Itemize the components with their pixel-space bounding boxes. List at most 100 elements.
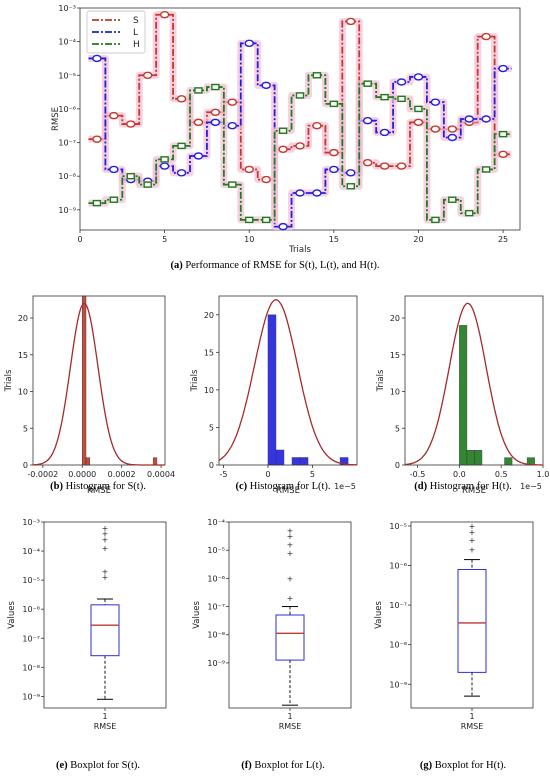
series-H-line — [88, 74, 512, 221]
caption-letter: (g) — [420, 760, 435, 771]
caption-text: Histogram for L(t). — [250, 481, 331, 492]
x-tick-label: -0.0002 — [27, 470, 58, 479]
caption-text: Histogram for H(t). — [430, 481, 512, 492]
caption-text: Performance of RMSE for S(t), L(t), and … — [185, 260, 379, 271]
caption-letter: (a) — [170, 260, 185, 271]
outlier-marker: + — [469, 546, 476, 555]
plot-frame — [32, 295, 166, 466]
histogram-H: -0.5 0.0 0.5 1.0 0 5 10 15 20 RMSE Trials 1e−5 — [376, 295, 550, 496]
iqr-box — [90, 604, 120, 657]
series-H-marker — [498, 130, 508, 138]
caption-a: (a) Performance of RMSE for S(t), L(t), … — [170, 260, 379, 271]
outlier-marker: + — [287, 574, 294, 583]
y-tick-label: 20 — [204, 311, 214, 320]
x-tick-label: 1.0 — [537, 470, 550, 479]
x-tick-label: 5 — [310, 470, 315, 479]
iqr-box — [275, 614, 305, 661]
legend-label-H: H — [133, 40, 140, 50]
y-tick-label: 15 — [390, 351, 400, 360]
y-tick-label: 10⁻⁴ — [207, 518, 225, 527]
series-S-marker — [92, 135, 102, 143]
boxplot-S: 10⁻³10⁻⁴10⁻⁵10⁻⁶10⁻⁷10⁻⁸10⁻⁹++++++1RMSEV… — [7, 518, 167, 731]
y-tick-label: 10 — [390, 388, 400, 397]
series-S-marker — [126, 120, 136, 128]
outlier-marker: + — [287, 532, 294, 541]
y-tick-label: 10⁻⁸ — [22, 663, 40, 672]
series-S-marker — [379, 162, 390, 170]
caption-g: (g) Boxplot for H(t). — [420, 760, 506, 771]
series-L-marker — [210, 118, 221, 127]
outlier-marker: + — [102, 535, 109, 544]
x-axis-label: RMSE — [87, 486, 111, 496]
y-tick-label: 10 — [204, 386, 214, 395]
outlier-marker: + — [469, 528, 476, 537]
y-tick-label: 10⁻⁷ — [58, 139, 76, 148]
caption-b: (b) Histogram for S(t). — [50, 481, 146, 492]
series-H-marker — [431, 216, 440, 224]
y-tick-label: 0 — [395, 461, 400, 470]
y-axis-label: Trials — [4, 369, 14, 392]
histogram-bar — [275, 449, 285, 466]
series-S-marker — [244, 165, 254, 174]
y-tick-label: 5 — [209, 423, 214, 432]
outlier-marker: + — [102, 573, 109, 582]
histogram-bar — [82, 295, 87, 466]
x-tick-label: -0.5 — [410, 470, 426, 479]
series-L-marker — [413, 73, 424, 81]
x-tick-label: 5 — [162, 235, 167, 244]
series-H-marker — [329, 100, 339, 108]
legend-label-S: S — [133, 16, 139, 26]
y-tick-label: 20 — [18, 314, 28, 323]
histogram-bar — [299, 457, 309, 466]
axis-offset-label: 1e−5 — [334, 482, 356, 491]
series-L-marker — [92, 54, 102, 63]
y-tick-label: 10⁻⁴ — [22, 547, 40, 556]
histogram-bar — [267, 314, 277, 466]
series-L-marker — [464, 115, 474, 123]
series-L-marker — [447, 133, 458, 142]
histogram-bar — [152, 457, 158, 466]
x-axis-label: RMSE — [461, 722, 484, 731]
y-axis-label: Trials — [376, 369, 386, 392]
iqr-box — [457, 568, 487, 673]
series-L-marker — [193, 152, 204, 160]
outlier-marker: + — [102, 524, 109, 533]
series-S-marker — [312, 122, 322, 130]
histogram-bar — [459, 325, 468, 466]
y-axis-label: Values — [7, 601, 17, 629]
series-H-marker — [109, 196, 119, 203]
caption-f: (f) Boxplot for L(t). — [241, 760, 324, 771]
series-H-marker — [211, 83, 220, 91]
normal-curve — [404, 302, 543, 466]
series-S-marker — [159, 11, 170, 19]
histogram-bar — [474, 450, 483, 466]
y-axis-label: Values — [374, 601, 384, 629]
y-tick-label: 10⁻⁶ — [22, 605, 40, 614]
series-S-marker — [193, 118, 204, 127]
series-S-marker — [278, 145, 288, 153]
y-axis-label: Trials — [190, 369, 200, 392]
outlier-marker: + — [102, 567, 109, 576]
series-S-marker — [329, 148, 339, 157]
plot-frame — [404, 295, 544, 466]
x-tick-label: 10 — [244, 235, 254, 244]
x-axis-label: RMSE — [276, 486, 300, 496]
y-axis-label: RMSE — [51, 107, 61, 131]
series-H-marker — [245, 216, 254, 224]
series-S-marker — [295, 142, 305, 150]
y-tick-label: 10⁻⁸ — [389, 641, 407, 650]
series-H-marker — [380, 93, 389, 101]
series-S-marker — [396, 162, 407, 170]
histogram-bar — [85, 457, 90, 466]
x-axis-label: RMSE — [462, 486, 486, 496]
series-L-marker — [498, 64, 508, 73]
x-tick-label: 25 — [498, 235, 508, 244]
series-S-marker — [210, 108, 221, 116]
series-H-marker — [465, 209, 474, 217]
boxplot-L: 10⁻⁴10⁻⁵10⁻⁶10⁻⁷10⁻⁸10⁻⁹++++++1RMSEValue… — [192, 518, 352, 731]
series-S-marker — [430, 125, 441, 133]
series-H-marker — [346, 183, 355, 190]
y-tick-label: 10⁻⁸ — [58, 172, 76, 181]
